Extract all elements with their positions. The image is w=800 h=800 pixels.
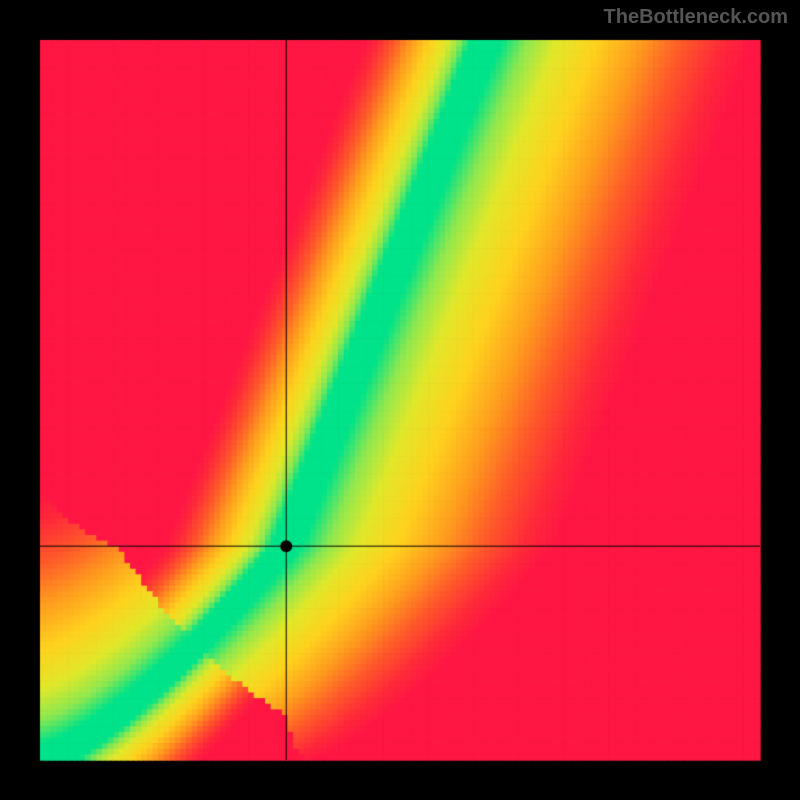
attribution-label: TheBottleneck.com (604, 6, 788, 29)
bottleneck-heatmap (0, 0, 800, 800)
chart-container: TheBottleneck.com (0, 0, 800, 800)
